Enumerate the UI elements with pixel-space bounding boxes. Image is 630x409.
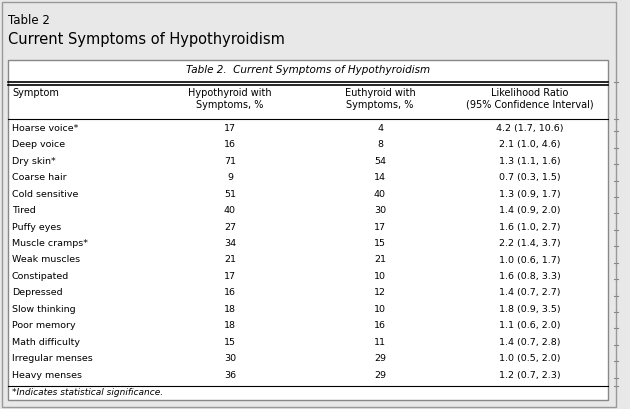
Text: *Indicates statistical significance.: *Indicates statistical significance. <box>12 388 163 397</box>
Text: 71: 71 <box>224 157 236 166</box>
Text: Poor memory: Poor memory <box>12 321 76 330</box>
Text: 40: 40 <box>224 206 236 215</box>
Text: 11: 11 <box>374 338 386 347</box>
Text: 14: 14 <box>374 173 386 182</box>
Text: 9: 9 <box>227 173 233 182</box>
Text: 1.2 (0.7, 2.3): 1.2 (0.7, 2.3) <box>499 371 561 380</box>
Text: 1.8 (0.9, 3.5): 1.8 (0.9, 3.5) <box>499 305 561 314</box>
Text: 1.6 (0.8, 3.3): 1.6 (0.8, 3.3) <box>499 272 561 281</box>
Text: Slow thinking: Slow thinking <box>12 305 76 314</box>
Text: 30: 30 <box>374 206 386 215</box>
Text: Weak muscles: Weak muscles <box>12 256 80 265</box>
Text: Muscle cramps*: Muscle cramps* <box>12 239 88 248</box>
Bar <box>8 60 608 400</box>
Text: 8: 8 <box>377 140 383 149</box>
Text: 1.3 (1.1, 1.6): 1.3 (1.1, 1.6) <box>499 157 561 166</box>
Text: 51: 51 <box>224 190 236 199</box>
Text: 36: 36 <box>224 371 236 380</box>
Text: 2.2 (1.4, 3.7): 2.2 (1.4, 3.7) <box>499 239 561 248</box>
Text: Table 2: Table 2 <box>8 14 50 27</box>
Text: Puffy eyes: Puffy eyes <box>12 222 61 231</box>
Text: 17: 17 <box>224 272 236 281</box>
Text: 34: 34 <box>224 239 236 248</box>
Text: Coarse hair: Coarse hair <box>12 173 67 182</box>
Text: 1.0 (0.5, 2.0): 1.0 (0.5, 2.0) <box>499 354 561 363</box>
Text: Math difficulty: Math difficulty <box>12 338 80 347</box>
Text: 1.4 (0.7, 2.8): 1.4 (0.7, 2.8) <box>499 338 561 347</box>
Text: 17: 17 <box>374 222 386 231</box>
Text: Heavy menses: Heavy menses <box>12 371 82 380</box>
Text: 17: 17 <box>224 124 236 133</box>
Text: 4.2 (1.7, 10.6): 4.2 (1.7, 10.6) <box>496 124 564 133</box>
Text: 16: 16 <box>224 140 236 149</box>
Text: Constipated: Constipated <box>12 272 69 281</box>
Text: 21: 21 <box>374 256 386 265</box>
Text: 29: 29 <box>374 371 386 380</box>
Text: 15: 15 <box>224 338 236 347</box>
Text: 1.6 (1.0, 2.7): 1.6 (1.0, 2.7) <box>499 222 561 231</box>
Text: Deep voice: Deep voice <box>12 140 65 149</box>
Text: 4: 4 <box>377 124 383 133</box>
Text: 10: 10 <box>374 305 386 314</box>
Text: 21: 21 <box>224 256 236 265</box>
Text: 2.1 (1.0, 4.6): 2.1 (1.0, 4.6) <box>499 140 561 149</box>
Text: 54: 54 <box>374 157 386 166</box>
Text: 27: 27 <box>224 222 236 231</box>
Text: 16: 16 <box>374 321 386 330</box>
Text: 18: 18 <box>224 305 236 314</box>
Text: 29: 29 <box>374 354 386 363</box>
Text: Cold sensitive: Cold sensitive <box>12 190 78 199</box>
Text: 15: 15 <box>374 239 386 248</box>
Text: 1.3 (0.9, 1.7): 1.3 (0.9, 1.7) <box>499 190 561 199</box>
Text: 40: 40 <box>374 190 386 199</box>
Text: 18: 18 <box>224 321 236 330</box>
Text: 12: 12 <box>374 288 386 297</box>
Text: 1.1 (0.6, 2.0): 1.1 (0.6, 2.0) <box>499 321 561 330</box>
Text: 1.4 (0.7, 2.7): 1.4 (0.7, 2.7) <box>499 288 561 297</box>
Text: Euthyroid with
Symptoms, %: Euthyroid with Symptoms, % <box>345 88 415 110</box>
Text: Symptom: Symptom <box>12 88 59 98</box>
Text: Table 2.  Current Symptoms of Hypothyroidism: Table 2. Current Symptoms of Hypothyroid… <box>186 65 430 75</box>
Text: Tired: Tired <box>12 206 36 215</box>
Text: 1.0 (0.6, 1.7): 1.0 (0.6, 1.7) <box>499 256 561 265</box>
Text: Depressed: Depressed <box>12 288 62 297</box>
Text: 10: 10 <box>374 272 386 281</box>
Text: 30: 30 <box>224 354 236 363</box>
Text: Current Symptoms of Hypothyroidism: Current Symptoms of Hypothyroidism <box>8 32 285 47</box>
Text: 0.7 (0.3, 1.5): 0.7 (0.3, 1.5) <box>499 173 561 182</box>
Text: 16: 16 <box>224 288 236 297</box>
Text: Hypothyroid with
Symptoms, %: Hypothyroid with Symptoms, % <box>188 88 272 110</box>
Text: Likelihood Ratio
(95% Confidence Interval): Likelihood Ratio (95% Confidence Interva… <box>466 88 594 110</box>
Text: 1.4 (0.9, 2.0): 1.4 (0.9, 2.0) <box>499 206 561 215</box>
Text: Hoarse voice*: Hoarse voice* <box>12 124 78 133</box>
Text: Dry skin*: Dry skin* <box>12 157 55 166</box>
Text: Irregular menses: Irregular menses <box>12 354 93 363</box>
